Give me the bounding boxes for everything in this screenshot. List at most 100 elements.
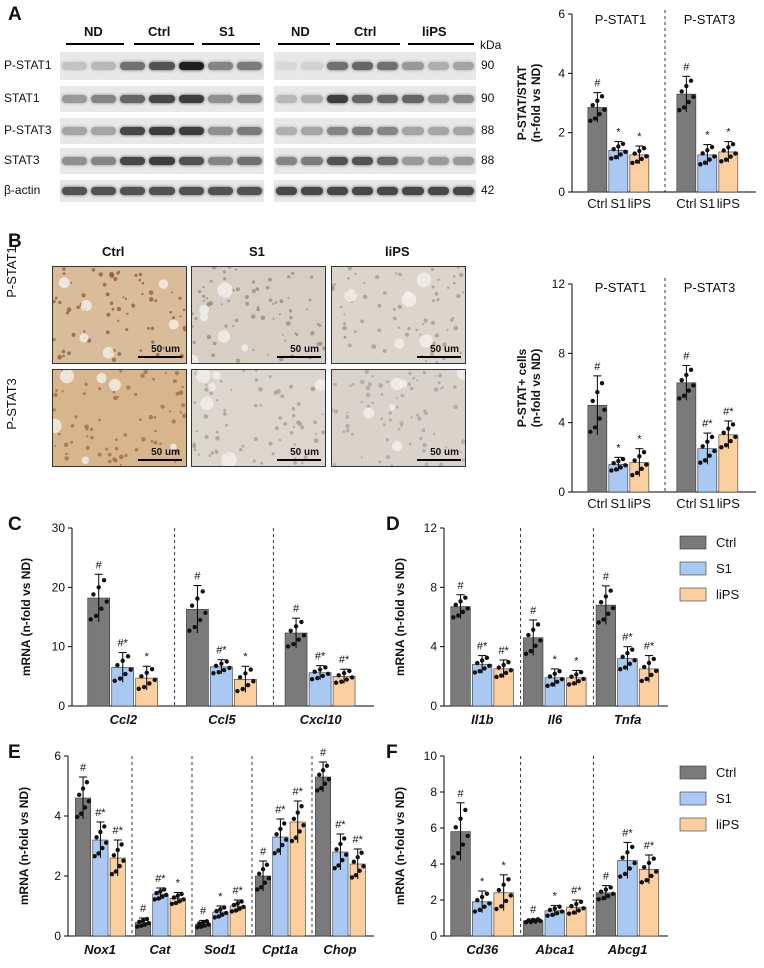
ihc-nucleus [123,433,128,437]
significance-mark: #* [571,885,582,897]
data-point [578,899,584,904]
data-point [610,891,616,897]
data-point [113,869,119,874]
ihc-nucleus [223,408,227,412]
blot-band [236,95,262,103]
data-point [192,624,197,630]
data-point [571,910,577,915]
ihc-nucleus [236,358,241,363]
ihc-nucleus [347,277,350,280]
ihc-nucleus [192,312,194,316]
blot-strip [60,52,264,80]
ihc-nucleus [433,387,439,392]
ihc-nucleus [289,431,294,435]
ihc-nucleus [345,428,350,433]
data-point [283,837,289,842]
ihc-nucleus [149,297,154,302]
ihc-nucleus [260,461,263,465]
data-point [606,611,611,617]
ihc-nucleus [244,294,249,300]
ihc-vacuole [392,441,403,452]
data-point [545,913,550,918]
ihc-vacuole [315,379,325,391]
data-point [235,688,240,694]
chart-c: 0 10 20 30 mRNA (n-fold vs ND) # #* * Ccl2 # #* * Cc… [19,521,374,727]
data-point [596,620,601,625]
ihc-nucleus [424,462,429,466]
ihc-nucleus [350,432,354,436]
ihc-nucleus [260,315,266,320]
significance-mark: * [637,131,642,143]
x-category-label: Tnfa [614,712,641,727]
data-point [528,919,534,925]
y-tick-label: 12 [424,521,438,535]
data-point [309,676,315,682]
ihc-nucleus [212,267,217,270]
blot-band [427,95,449,103]
data-point [574,901,579,907]
data-point [189,603,195,608]
data-point [728,438,733,444]
data-point [289,838,295,844]
panel-letter-c: C [8,514,22,535]
ihc-nucleus [171,316,176,320]
significance-mark: #* [315,651,326,663]
ihc-nucleus [395,405,399,409]
ihc-nucleus [430,320,435,325]
ihc-nucleus [321,413,324,416]
x-tick-label: S1 [610,496,626,511]
x-tick-label: S1 [610,196,626,211]
ihc-nucleus [71,332,76,337]
ihc-nucleus [197,453,201,456]
data-point [653,869,659,874]
data-point [641,865,647,870]
data-point [297,829,302,834]
ihc-nucleus [360,319,364,324]
data-point [221,667,227,673]
ihc-nucleus [424,360,427,362]
blot-band [62,127,88,135]
significance-mark: #* [155,873,166,885]
blot-band [62,95,88,103]
data-point [455,851,461,856]
ihc-image: 50 um [191,369,326,467]
y-tick-label: 0 [558,185,565,199]
data-point [138,923,144,929]
data-point [351,859,357,864]
data-point [618,667,623,672]
ihc-nucleus [397,326,400,329]
ihc-nucleus [153,440,158,445]
data-point [278,826,283,832]
ihc-image: 50 um [52,266,187,364]
ihc-nucleus [109,301,114,305]
ihc-vacuole [199,312,209,322]
data-point [552,906,557,911]
ihc-nucleus [150,326,155,331]
y-tick-label: 2 [54,869,61,883]
ihc-vacuole [207,383,216,392]
ihc-nucleus [175,391,180,396]
blot-strip [274,118,476,144]
ihc-nucleus [375,275,380,280]
ihc-nucleus [182,308,186,312]
ihc-nucleus [362,294,368,300]
blot-band [452,62,474,70]
data-point [195,925,200,930]
data-point [554,679,560,685]
blot-group-label: Ctrl [354,24,377,39]
data-point [477,907,482,913]
ihc-nucleus [442,342,447,347]
data-point [566,682,572,687]
scale-bar-label: 50 um [290,447,319,458]
significance-mark: * [480,876,485,888]
significance-mark: # [594,361,601,373]
data-point [458,816,463,821]
ihc-nucleus [251,314,256,319]
ihc-nucleus [192,340,196,345]
ihc-column-label: Ctrl [102,244,125,259]
ihc-nucleus [204,434,209,440]
data-point [679,89,684,94]
ihc-nucleus [347,343,352,348]
ihc-nucleus [371,401,375,405]
blot-band [149,127,175,135]
